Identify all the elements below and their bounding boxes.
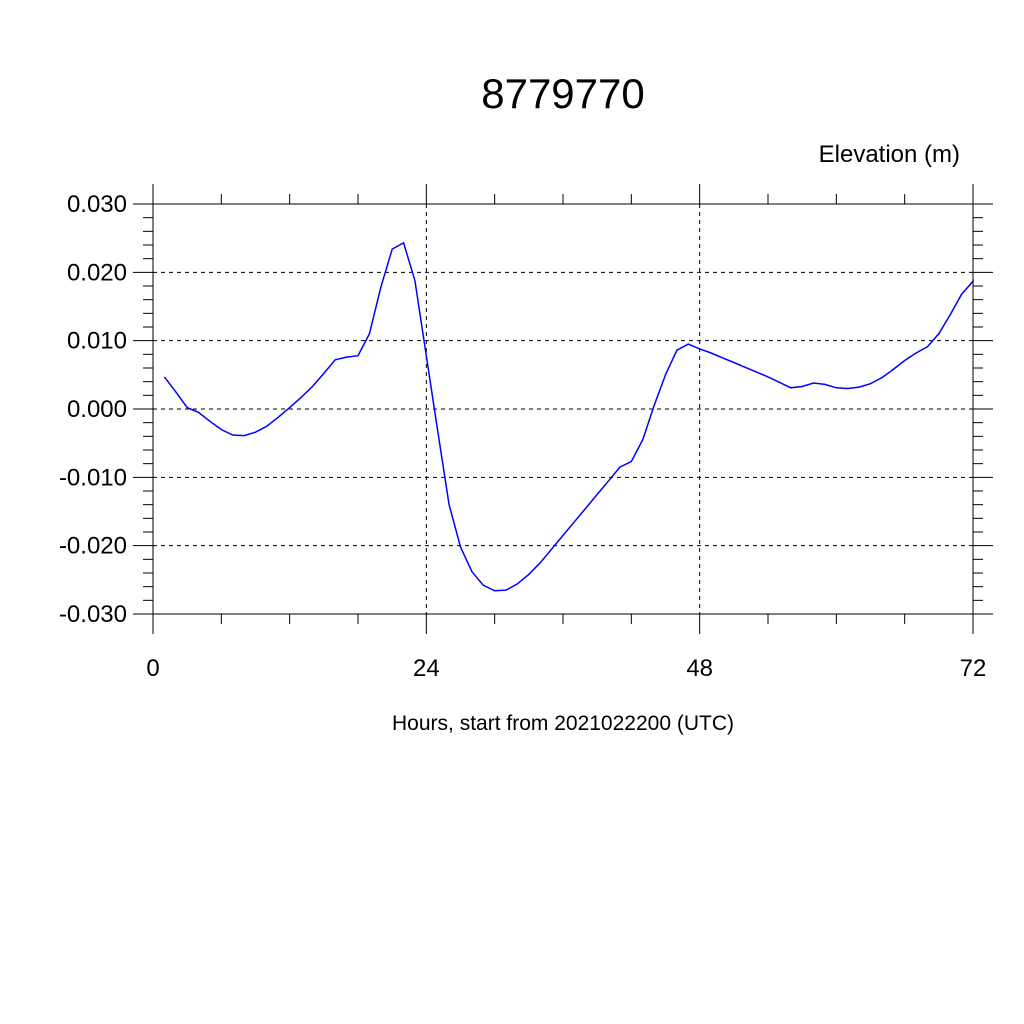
x-tick-label: 72 [960, 655, 987, 682]
y-tick-label: 0.010 [67, 328, 127, 355]
plot-frame [152, 203, 974, 615]
chart-title: 8779770 [481, 70, 645, 117]
y-tick-label: -0.010 [59, 464, 127, 491]
y-axis-tick-labels: -0.030 -0.020 -0.010 0.000 0.010 0.020 0.030 [59, 191, 127, 628]
grid-lines [153, 204, 973, 614]
x-tick-label: 48 [686, 655, 713, 682]
axis-ticks [133, 184, 993, 634]
x-axis-label: Hours, start from 2021022200 (UTC) [392, 712, 734, 735]
y-tick-label: 0.020 [67, 259, 127, 286]
chart-subtitle: Elevation (m) [819, 141, 960, 168]
y-tick-label: -0.020 [59, 533, 127, 560]
x-tick-label: 0 [146, 655, 159, 682]
y-tick-label: -0.030 [59, 601, 127, 628]
elevation-series-line [163, 241, 974, 592]
y-tick-label: 0.030 [67, 191, 127, 218]
x-axis-tick-labels: 0 24 48 72 [146, 655, 986, 682]
y-tick-label: 0.000 [67, 396, 127, 423]
x-tick-label: 24 [413, 655, 440, 682]
